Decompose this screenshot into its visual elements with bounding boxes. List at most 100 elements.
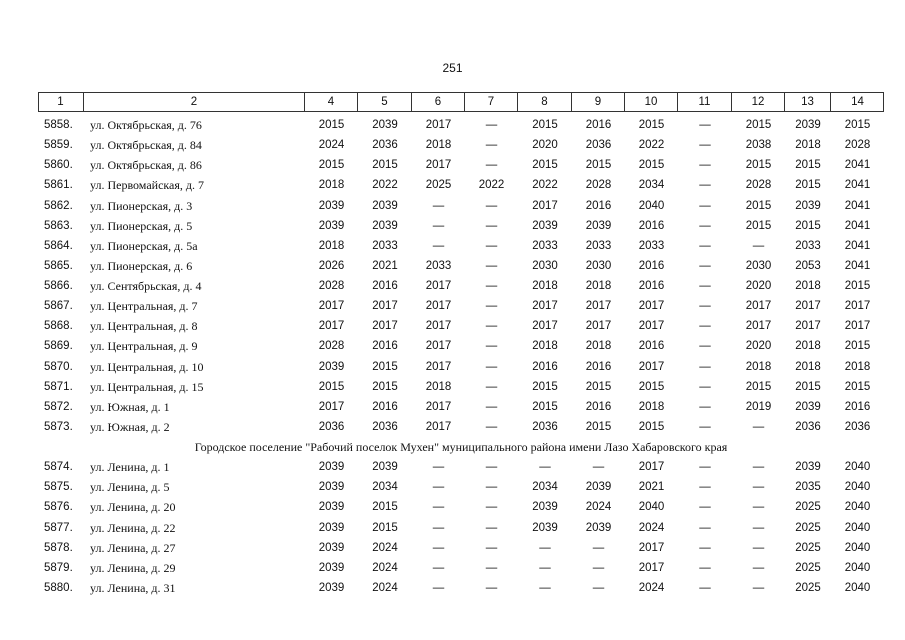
year-cell: 2025 — [795, 501, 821, 514]
year-cell: — — [485, 501, 498, 514]
year-cell: 2038 — [745, 139, 772, 152]
year-cell: 2018 — [585, 340, 612, 353]
year-cell: 2030 — [745, 259, 772, 272]
year-cell: 2015 — [844, 280, 871, 293]
year-cell: 2015 — [372, 521, 398, 534]
header-cell: 4 — [305, 92, 358, 112]
year-cell: — — [485, 541, 498, 554]
year-cell: — — [485, 139, 498, 152]
year-cell: — — [752, 481, 765, 494]
year-cell: 2017 — [745, 300, 772, 313]
year-cell: 2024 — [638, 581, 665, 594]
year-cell: — — [699, 380, 711, 393]
year-cell: 2015 — [532, 119, 558, 131]
year-cell: — — [432, 219, 445, 232]
header-cell: 14 — [851, 96, 864, 108]
year-cell: — — [485, 581, 498, 594]
year-cell: 2024 — [638, 521, 665, 534]
year-cell: 2036 — [585, 139, 612, 152]
year-cell: 2039 — [795, 199, 821, 212]
year-cell: 2015 — [372, 360, 398, 373]
year-cell: — — [539, 581, 551, 594]
year-cell: — — [485, 340, 498, 353]
year-cell: 2015 — [745, 380, 772, 393]
year-cell: 2024 — [585, 501, 612, 514]
year-cell: 2039 — [585, 219, 612, 232]
year-cell: 2039 — [318, 461, 345, 474]
address: ул. Ленина, д. 5 — [90, 480, 170, 495]
year-cell: 2016 — [372, 400, 398, 413]
address: ул. Центральная, д. 7 — [90, 299, 198, 314]
year-cell: 2017 — [425, 360, 452, 373]
row-number: 5867. — [44, 300, 73, 313]
year-cell: 2017 — [638, 300, 665, 313]
year-cell: 2034 — [532, 481, 558, 494]
year-cell: 2018 — [425, 139, 452, 152]
year-cell: 2015 — [745, 219, 772, 232]
header-cell: 10 — [625, 92, 678, 112]
address: ул. Октябрьская, д. 76 — [90, 118, 202, 132]
year-cell: 2033 — [638, 239, 665, 252]
year-cell: — — [699, 501, 711, 514]
year-cell: — — [699, 119, 711, 131]
year-cell: 2022 — [372, 179, 398, 192]
year-cell: — — [432, 461, 445, 474]
year-cell: 2039 — [372, 219, 398, 232]
year-cell: 2015 — [795, 159, 821, 172]
address: ул. Ленина, д. 20 — [90, 500, 176, 515]
row-number: 5858. — [44, 119, 73, 131]
year-cell: 2040 — [844, 501, 871, 514]
year-cell: 2017 — [318, 400, 345, 413]
header-cell: 9 — [572, 92, 625, 112]
year-cell: 2015 — [585, 159, 612, 172]
year-cell: 2028 — [745, 179, 772, 192]
year-cell: — — [485, 119, 498, 131]
year-cell: 2018 — [795, 340, 821, 353]
year-cell: 2026 — [318, 259, 345, 272]
year-cell: 2035 — [795, 481, 821, 494]
year-cell: 2017 — [532, 320, 558, 333]
row-number: 5879. — [44, 561, 73, 574]
year-cell: 2039 — [318, 199, 345, 212]
year-cell: 2028 — [318, 340, 345, 353]
year-cell: — — [699, 239, 711, 252]
year-cell: 2018 — [585, 280, 612, 293]
year-cell: 2016 — [532, 360, 558, 373]
header-cell: 6 — [412, 92, 465, 112]
year-cell: 2025 — [795, 581, 821, 594]
year-cell: 2017 — [638, 541, 665, 554]
year-cell: — — [485, 521, 498, 534]
year-cell: 2040 — [844, 541, 871, 554]
year-cell: 2018 — [795, 280, 821, 293]
year-cell: 2039 — [318, 561, 345, 574]
year-cell: 2041 — [844, 239, 871, 252]
year-cell: 2015 — [795, 179, 821, 192]
year-cell: — — [485, 239, 498, 252]
address: ул. Октябрьская, д. 84 — [90, 138, 202, 153]
address: ул. Центральная, д. 10 — [90, 359, 204, 374]
row-number: 5866. — [44, 280, 73, 293]
address: ул. Ленина, д. 27 — [90, 540, 176, 555]
year-cell: — — [699, 541, 711, 554]
year-cell: 2017 — [638, 561, 665, 574]
row-number: 5859. — [44, 139, 73, 152]
year-cell: 2022 — [478, 179, 505, 192]
address: ул. Южная, д. 2 — [90, 419, 170, 434]
year-cell: 2017 — [638, 320, 665, 333]
year-cell: 2017 — [532, 199, 558, 212]
year-cell: 2018 — [638, 400, 665, 413]
year-cell: 2033 — [532, 239, 558, 252]
section-heading: Городское поселение "Рабочий поселок Мух… — [194, 440, 728, 455]
year-cell: 2024 — [318, 139, 345, 152]
year-cell: 2015 — [638, 159, 665, 172]
year-cell: — — [485, 259, 498, 272]
year-cell: 2025 — [795, 541, 821, 554]
year-cell: — — [752, 501, 765, 514]
year-cell: 2016 — [638, 340, 665, 353]
year-cell: 2039 — [795, 461, 821, 474]
year-cell: 2039 — [532, 501, 558, 514]
year-cell: — — [485, 320, 498, 333]
year-cell: — — [432, 239, 445, 252]
year-cell: 2017 — [425, 119, 452, 131]
